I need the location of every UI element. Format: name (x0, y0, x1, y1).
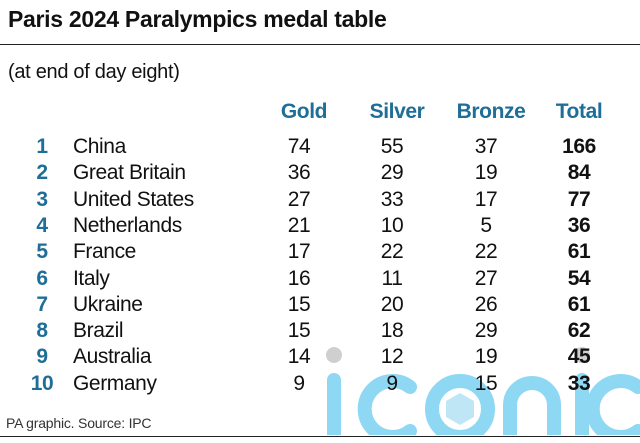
total-cell: 77 (567, 187, 591, 211)
total-cell: 61 (567, 240, 591, 264)
gold-cell: 36 (287, 161, 311, 185)
table-row: 5 France 17 22 22 61 (0, 239, 640, 265)
bronze-cell: 15 (474, 371, 498, 395)
country-cell: Italy (73, 266, 110, 290)
country-cell: China (73, 135, 126, 158)
rank-cell: 6 (36, 266, 48, 290)
bronze-cell: 29 (474, 319, 498, 343)
total-cell: 45 (567, 345, 591, 369)
bronze-cell: 17 (474, 187, 498, 211)
chart-title: Paris 2024 Paralympics medal table (8, 6, 387, 32)
bronze-cell: 22 (474, 240, 498, 264)
header-total: Total (555, 100, 603, 123)
silver-cell: 9 (386, 371, 398, 395)
country-cell: Netherlands (73, 213, 182, 237)
total-cell: 33 (567, 371, 591, 395)
silver-cell: 20 (380, 292, 404, 316)
gold-cell: 14 (287, 345, 311, 369)
country-cell: France (73, 240, 136, 264)
header-silver: Silver (369, 100, 425, 123)
country-cell: Ukraine (73, 292, 143, 316)
silver-cell: 10 (380, 213, 404, 237)
bronze-cell: 37 (474, 135, 498, 158)
total-cell: 36 (567, 213, 591, 237)
gold-cell: 15 (287, 292, 311, 316)
rank-cell: 8 (36, 319, 48, 343)
table-row: 4 Netherlands 21 10 5 36 (0, 213, 640, 239)
total-cell: 61 (567, 292, 591, 316)
gold-cell: 27 (287, 187, 311, 211)
rank-cell: 4 (36, 213, 48, 237)
source-note: PA graphic. Source: IPC (6, 415, 152, 431)
silver-cell: 33 (380, 187, 404, 211)
bronze-cell: 19 (474, 345, 498, 369)
table-row: 9 Australia 14 12 19 45 (0, 344, 640, 370)
header-gold: Gold (280, 100, 328, 123)
silver-cell: 12 (380, 345, 404, 369)
rank-cell: 1 (36, 135, 48, 158)
gold-cell: 15 (287, 319, 311, 343)
total-cell: 54 (567, 266, 591, 290)
country-cell: Great Britain (73, 161, 186, 185)
chart-subtitle: (at end of day eight) (8, 61, 180, 83)
total-cell: 84 (567, 161, 591, 185)
bronze-cell: 5 (480, 213, 492, 237)
gold-cell: 9 (293, 371, 305, 395)
top-rule (0, 44, 640, 45)
silver-cell: 22 (380, 240, 404, 264)
gold-cell: 74 (287, 135, 311, 158)
table-row: 6 Italy 16 11 27 54 (0, 266, 640, 292)
total-cell: 166 (562, 135, 596, 158)
rank-cell: 10 (30, 371, 54, 395)
rank-cell: 9 (36, 345, 48, 369)
silver-cell: 55 (380, 135, 404, 158)
country-cell: Brazil (73, 319, 124, 343)
silver-cell: 11 (381, 266, 403, 290)
table-row: 7 Ukraine 15 20 26 61 (0, 292, 640, 318)
bronze-cell: 27 (474, 266, 498, 290)
table-row: 8 Brazil 15 18 29 62 (0, 318, 640, 344)
bronze-cell: 26 (474, 292, 498, 316)
table-row: 10 Germany 9 9 15 33 (0, 371, 640, 397)
rank-cell: 7 (36, 292, 48, 316)
country-cell: Australia (73, 345, 152, 369)
silver-cell: 29 (380, 161, 404, 185)
rank-cell: 3 (36, 187, 48, 211)
silver-cell: 18 (380, 319, 404, 343)
bronze-cell: 19 (474, 161, 498, 185)
gold-cell: 16 (287, 266, 311, 290)
rank-cell: 5 (36, 240, 48, 264)
table-row: 2 Great Britain 36 29 19 84 (0, 160, 640, 186)
table-row: 1 China 74 55 37 166 (0, 134, 640, 160)
gold-cell: 17 (287, 240, 311, 264)
total-cell: 62 (567, 319, 591, 343)
country-cell: United States (73, 187, 194, 211)
header-bronze: Bronze (456, 100, 526, 123)
country-cell: Germany (73, 371, 157, 395)
table-row: 3 United States 27 33 17 77 (0, 187, 640, 213)
bottom-rule (0, 436, 640, 437)
rank-cell: 2 (36, 161, 48, 185)
gold-cell: 21 (287, 213, 311, 237)
